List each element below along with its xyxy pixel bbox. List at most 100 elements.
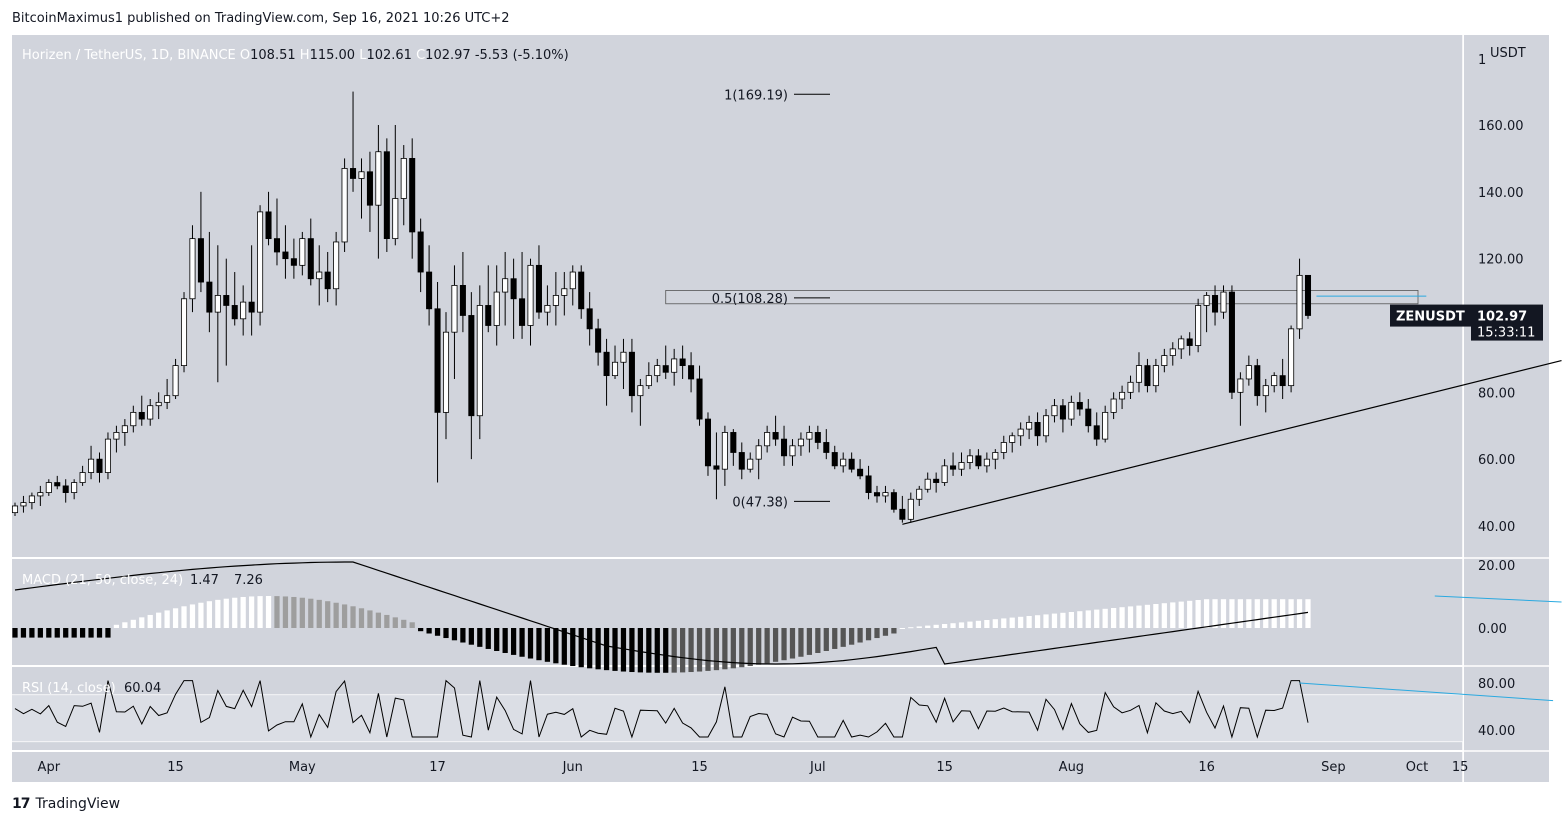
- legend-part: L: [359, 48, 367, 63]
- rsi-divergence-line: [1299, 682, 1554, 702]
- macd-histogram-bar: [654, 628, 660, 673]
- price-tag-price: 102.97: [1477, 310, 1527, 325]
- macd-histogram-bar: [384, 614, 390, 628]
- macd-histogram-bar: [891, 628, 897, 634]
- macd-histogram-bar: [832, 628, 838, 649]
- y-tick-5: 80.00: [1478, 386, 1515, 401]
- macd-divergence-line: [1434, 595, 1562, 603]
- macd-histogram-bar: [764, 628, 770, 664]
- candle-body: [459, 284, 466, 316]
- macd-tick-0: 20.00: [1478, 559, 1515, 574]
- candle-body: [442, 331, 450, 413]
- macd-histogram-bar: [367, 610, 373, 628]
- macd-histogram-bar: [849, 628, 855, 645]
- macd-value-2: 7.26: [234, 573, 263, 588]
- candle-body: [468, 315, 475, 417]
- x-tick-6: Jul: [809, 760, 826, 775]
- macd-histogram-bar: [992, 619, 998, 628]
- candle-body: [1068, 401, 1075, 420]
- macd-histogram-bar: [206, 601, 212, 628]
- macd-histogram-bar: [257, 596, 263, 628]
- macd-histogram-bar: [916, 626, 922, 628]
- candle-body: [688, 365, 695, 380]
- macd-histogram-bar: [1203, 599, 1210, 628]
- macd-histogram-bar: [587, 628, 593, 669]
- macd-histogram-bar: [1263, 599, 1269, 628]
- y-tick-7: 40.00: [1478, 520, 1515, 535]
- x-tick-3: 17: [429, 760, 446, 775]
- candle-body: [671, 358, 678, 373]
- macd-line: [14, 561, 1309, 665]
- macd-histogram-bar: [967, 621, 973, 628]
- candle-body: [1034, 422, 1041, 437]
- candle-body: [645, 375, 652, 387]
- candle-body: [603, 351, 610, 377]
- macd-histogram-bar: [1127, 606, 1134, 628]
- macd-histogram-bar: [1077, 611, 1083, 628]
- macd-histogram-bar: [249, 596, 255, 628]
- fib-label-1: 0.5(108.28): [712, 292, 788, 307]
- macd-histogram-bar: [426, 628, 432, 634]
- candle-body: [45, 482, 52, 493]
- candle-body: [544, 305, 551, 313]
- candle-body: [823, 442, 830, 453]
- candle-body: [840, 458, 847, 467]
- candle-body: [37, 492, 44, 497]
- candle-body: [569, 271, 576, 290]
- macd-histogram-bar: [401, 619, 407, 628]
- macd-histogram-bar: [1001, 618, 1007, 628]
- candle-body: [324, 271, 331, 290]
- candle-body: [916, 488, 923, 500]
- candle-body: [679, 358, 686, 366]
- candle-body: [873, 492, 881, 497]
- candle-body: [1161, 355, 1168, 367]
- macd-histogram-bar: [806, 628, 813, 655]
- macd-histogram-bar: [1009, 617, 1015, 628]
- time-axis-bg: [12, 752, 1463, 782]
- candle-body: [578, 271, 585, 310]
- rsi-title: RSI (14, close): [22, 681, 116, 696]
- candle-body: [519, 298, 526, 326]
- candle-body: [831, 452, 838, 467]
- price-axis-bg: [1464, 35, 1549, 782]
- macd-histogram-bar: [1288, 599, 1294, 628]
- candle-body: [164, 395, 171, 403]
- candle-body: [1169, 348, 1176, 356]
- candle-body: [1144, 365, 1151, 387]
- candle-body: [417, 231, 424, 273]
- candle-body: [172, 365, 179, 397]
- macd-histogram-bar: [29, 628, 35, 638]
- macd-histogram-bar: [274, 596, 280, 628]
- macd-histogram-bar: [1229, 599, 1235, 628]
- x-tick-1: 15: [167, 760, 184, 775]
- candle-body: [28, 495, 35, 504]
- macd-histogram-bar: [147, 614, 153, 628]
- candle-body: [11, 505, 19, 514]
- macd-histogram-bar: [561, 628, 567, 665]
- tradingview-logo-icon[interactable]: 17: [12, 796, 31, 812]
- publisher-line: BitcoinMaximus1 published on TradingView…: [12, 11, 510, 26]
- candle-body: [662, 365, 669, 373]
- macd-histogram-bar: [88, 628, 94, 638]
- macd-histogram-bar: [789, 628, 796, 659]
- candle-body: [1026, 422, 1033, 430]
- candle-body: [307, 238, 314, 280]
- candle-body: [502, 278, 509, 293]
- macd-histogram-bar: [71, 628, 77, 638]
- candle-body: [1135, 365, 1143, 383]
- macd-histogram-bar: [156, 612, 162, 628]
- candle-body: [1102, 411, 1109, 440]
- macd-histogram-bar: [527, 628, 534, 659]
- macd-histogram-bar: [1195, 600, 1201, 628]
- brand-name[interactable]: TradingView: [35, 796, 121, 812]
- candle-body: [1085, 408, 1092, 427]
- x-tick-10: Sep: [1321, 760, 1346, 775]
- candle-body: [983, 458, 990, 467]
- macd-histogram-bar: [570, 628, 576, 667]
- candle-body: [958, 462, 965, 470]
- macd-histogram-bar: [671, 628, 677, 673]
- macd-histogram-bar: [1178, 601, 1184, 628]
- candle-body: [620, 351, 627, 363]
- candle-body: [282, 251, 289, 260]
- candle-body: [265, 211, 272, 240]
